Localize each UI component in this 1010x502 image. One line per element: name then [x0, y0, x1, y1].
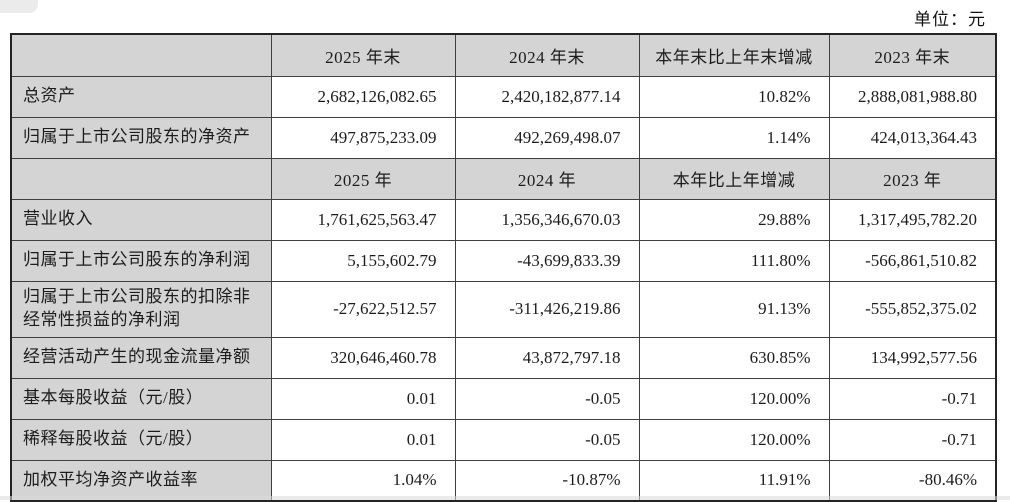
value-cell: -0.71: [828, 418, 997, 461]
value-cell: -80.46%: [828, 459, 997, 502]
row-diluted-eps: 稀释每股收益（元/股） 0.01 -0.05 120.00% -0.71: [10, 418, 997, 461]
value-cell: -10.87%: [454, 459, 640, 502]
row-net-profit-attributable: 归属于上市公司股东的净利润 5,155,602.79 -43,699,833.3…: [10, 239, 997, 282]
row-operating-cash-flow: 经营活动产生的现金流量净额 320,646,460.78 43,872,797.…: [10, 336, 997, 379]
value-cell: -27,622,512.57: [270, 280, 456, 338]
header-cell-2023-year-end: 2023 年末: [828, 33, 997, 77]
row-label: 基本每股收益（元/股）: [10, 377, 272, 420]
value-cell: -0.71: [828, 377, 997, 420]
value-cell: -0.05: [454, 418, 640, 461]
financial-summary-table: 2025 年末 2024 年末 本年末比上年末增减 2023 年末 总资产 2,…: [10, 33, 997, 502]
value-cell: 1,356,346,670.03: [454, 198, 640, 241]
value-cell: 2,682,126,082.65: [270, 75, 456, 118]
value-cell: 320,646,460.78: [270, 336, 456, 379]
value-cell: 43,872,797.18: [454, 336, 640, 379]
row-label: 经营活动产生的现金流量净额: [10, 336, 272, 379]
row-label: 加权平均净资产收益率: [10, 459, 272, 502]
value-cell: 497,875,233.09: [270, 116, 456, 159]
value-cell: 29.88%: [638, 198, 830, 241]
value-cell: 2,420,182,877.14: [454, 75, 640, 118]
header-cell-2025: 2025 年: [270, 157, 456, 200]
row-label: 营业收入: [10, 198, 272, 241]
value-cell: -43,699,833.39: [454, 239, 640, 282]
row-label: 归属于上市公司股东的扣除非 经常性损益的净利润: [10, 280, 272, 338]
value-cell: 0.01: [270, 418, 456, 461]
value-cell: -555,852,375.02: [828, 280, 997, 338]
header-cell-empty: [10, 33, 272, 77]
header-cell-yoy-change: 本年比上年增减: [638, 157, 830, 200]
header-cell-yoy-change-year-end: 本年末比上年末增减: [638, 33, 830, 77]
value-cell: 120.00%: [638, 418, 830, 461]
value-cell: -566,861,510.82: [828, 239, 997, 282]
row-label: 归属于上市公司股东的净利润: [10, 239, 272, 282]
row-weighted-avg-roe: 加权平均净资产收益率 1.04% -10.87% 11.91% -80.46%: [10, 459, 997, 502]
row-total-assets: 总资产 2,682,126,082.65 2,420,182,877.14 10…: [10, 75, 997, 118]
value-cell: 10.82%: [638, 75, 830, 118]
row-label: 归属于上市公司股东的净资产: [10, 116, 272, 159]
value-cell: 0.01: [270, 377, 456, 420]
value-cell: 630.85%: [638, 336, 830, 379]
page-bottom-edge: [0, 496, 1010, 500]
screen-corner-artifact: [0, 0, 38, 13]
value-cell: -311,426,219.86: [454, 280, 640, 338]
unit-label: 单位：元: [914, 10, 986, 29]
value-cell: 1,317,495,782.20: [828, 198, 997, 241]
header-cell-2024-year-end: 2024 年末: [454, 33, 640, 77]
value-cell: 1.04%: [270, 459, 456, 502]
header-cell-2024: 2024 年: [454, 157, 640, 200]
value-cell: 11.91%: [638, 459, 830, 502]
row-net-profit-excl-nonrecurring: 归属于上市公司股东的扣除非 经常性损益的净利润 -27,622,512.57 -…: [10, 280, 997, 338]
period-end-header-row: 2025 年末 2024 年末 本年末比上年末增减 2023 年末: [10, 33, 997, 77]
value-cell: 120.00%: [638, 377, 830, 420]
row-net-assets-attributable: 归属于上市公司股东的净资产 497,875,233.09 492,269,498…: [10, 116, 997, 159]
value-cell: 1,761,625,563.47: [270, 198, 456, 241]
value-cell: 134,992,577.56: [828, 336, 997, 379]
row-operating-revenue: 营业收入 1,761,625,563.47 1,356,346,670.03 2…: [10, 198, 997, 241]
row-basic-eps: 基本每股收益（元/股） 0.01 -0.05 120.00% -0.71: [10, 377, 997, 420]
annual-period-header-row: 2025 年 2024 年 本年比上年增减 2023 年: [10, 157, 997, 200]
value-cell: 91.13%: [638, 280, 830, 338]
value-cell: 111.80%: [638, 239, 830, 282]
value-cell: 2,888,081,988.80: [828, 75, 997, 118]
value-cell: 424,013,364.43: [828, 116, 997, 159]
value-cell: -0.05: [454, 377, 640, 420]
value-cell: 5,155,602.79: [270, 239, 456, 282]
header-cell-empty: [10, 157, 272, 200]
header-cell-2023: 2023 年: [828, 157, 997, 200]
row-label: 稀释每股收益（元/股）: [10, 418, 272, 461]
value-cell: 492,269,498.07: [454, 116, 640, 159]
value-cell: 1.14%: [638, 116, 830, 159]
row-label: 总资产: [10, 75, 272, 118]
header-cell-2025-year-end: 2025 年末: [270, 33, 456, 77]
